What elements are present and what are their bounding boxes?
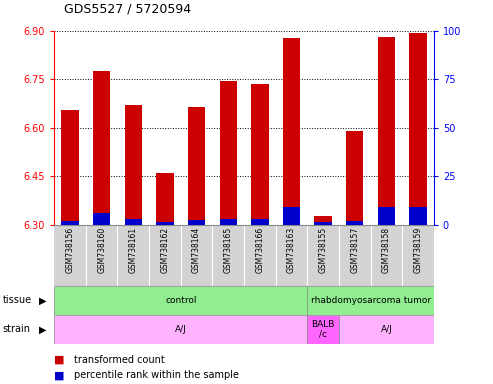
Bar	[315, 216, 332, 225]
Text: GSM738161: GSM738161	[129, 227, 138, 273]
Bar	[315, 222, 332, 225]
Bar	[378, 207, 395, 225]
Bar	[188, 220, 205, 225]
Text: percentile rank within the sample: percentile rank within the sample	[74, 370, 239, 380]
Bar	[61, 221, 79, 225]
Text: BALB
/c: BALB /c	[312, 319, 335, 339]
Text: GSM738164: GSM738164	[192, 227, 201, 273]
Bar	[339, 315, 434, 344]
Bar	[346, 131, 363, 225]
Text: GSM738157: GSM738157	[350, 227, 359, 273]
Text: ▶: ▶	[39, 324, 47, 334]
Bar	[409, 33, 427, 225]
Text: GSM738159: GSM738159	[414, 227, 423, 273]
Text: GSM738166: GSM738166	[255, 227, 264, 273]
Bar	[156, 222, 174, 225]
Text: GDS5527 / 5720594: GDS5527 / 5720594	[64, 2, 191, 15]
Text: A/J: A/J	[175, 325, 187, 334]
Text: GSM738160: GSM738160	[97, 227, 106, 273]
Bar	[93, 213, 110, 225]
Bar	[378, 36, 395, 225]
Text: ■: ■	[54, 354, 65, 365]
Text: tissue: tissue	[2, 295, 32, 306]
Text: control: control	[165, 296, 197, 305]
Bar	[251, 219, 269, 225]
Bar	[188, 107, 205, 225]
Bar	[61, 110, 79, 225]
Bar	[125, 105, 142, 225]
Bar	[219, 219, 237, 225]
Bar	[307, 315, 339, 344]
Bar	[156, 173, 174, 225]
Text: GSM738163: GSM738163	[287, 227, 296, 273]
Bar	[307, 286, 434, 315]
Text: GSM738156: GSM738156	[66, 227, 74, 273]
Text: transformed count: transformed count	[74, 354, 165, 365]
Bar	[93, 71, 110, 225]
Bar	[54, 286, 307, 315]
Text: rhabdomyosarcoma tumor: rhabdomyosarcoma tumor	[311, 296, 430, 305]
Text: GSM738158: GSM738158	[382, 227, 391, 273]
Bar	[54, 315, 307, 344]
Text: ■: ■	[54, 370, 65, 380]
Bar	[283, 207, 300, 225]
Text: A/J: A/J	[381, 325, 392, 334]
Bar	[409, 207, 427, 225]
Bar	[346, 221, 363, 225]
Bar	[125, 220, 142, 225]
Bar	[219, 81, 237, 225]
Text: GSM738155: GSM738155	[318, 227, 328, 273]
Bar	[283, 38, 300, 225]
Text: ▶: ▶	[39, 295, 47, 306]
Bar	[251, 84, 269, 225]
Text: GSM738162: GSM738162	[160, 227, 170, 273]
Text: strain: strain	[2, 324, 31, 334]
Text: GSM738165: GSM738165	[224, 227, 233, 273]
